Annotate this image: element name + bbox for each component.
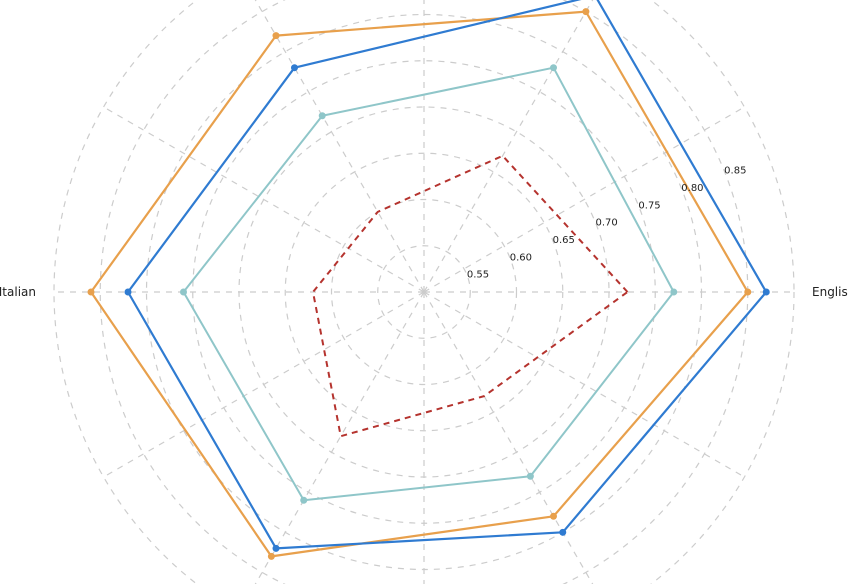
series-orange-marker: [273, 32, 280, 39]
tick-label: 0.80: [681, 183, 703, 194]
spoke: [424, 0, 609, 292]
tick-label: 0.60: [510, 252, 532, 263]
tick-label: 0.70: [596, 218, 618, 229]
series-orange-marker: [88, 289, 95, 296]
spoke: [424, 107, 744, 292]
spokes: [54, 0, 794, 584]
series-orange-marker: [550, 513, 557, 520]
series-teal-marker: [527, 473, 534, 480]
category-label-english: English: [812, 285, 848, 299]
tick-label: 0.65: [553, 235, 575, 246]
series-teal-marker: [550, 64, 557, 71]
series-blue-marker: [291, 64, 298, 71]
series-orange-marker: [744, 289, 751, 296]
series-teal-marker: [180, 289, 187, 296]
spoke: [104, 107, 424, 292]
series-orange-marker: [268, 553, 275, 560]
series-teal-marker: [300, 497, 307, 504]
series-blue-marker: [763, 289, 770, 296]
category-label-italian: Italian: [0, 285, 36, 299]
tick-label: 0.85: [724, 166, 746, 177]
radar-chart: 0.550.600.650.700.750.800.85EnglishFrenc…: [0, 0, 848, 584]
series-teal-marker: [670, 289, 677, 296]
series-teal-marker: [319, 112, 326, 119]
spoke: [104, 292, 424, 477]
series-blue-marker: [559, 529, 566, 536]
series-group: [88, 0, 770, 560]
spoke: [424, 292, 609, 584]
series-blue-marker: [273, 545, 280, 552]
series-blue-marker: [125, 289, 132, 296]
tick-label: 0.55: [467, 270, 489, 281]
series-orange-marker: [582, 8, 589, 15]
spoke: [424, 292, 744, 477]
tick-label: 0.75: [638, 200, 660, 211]
